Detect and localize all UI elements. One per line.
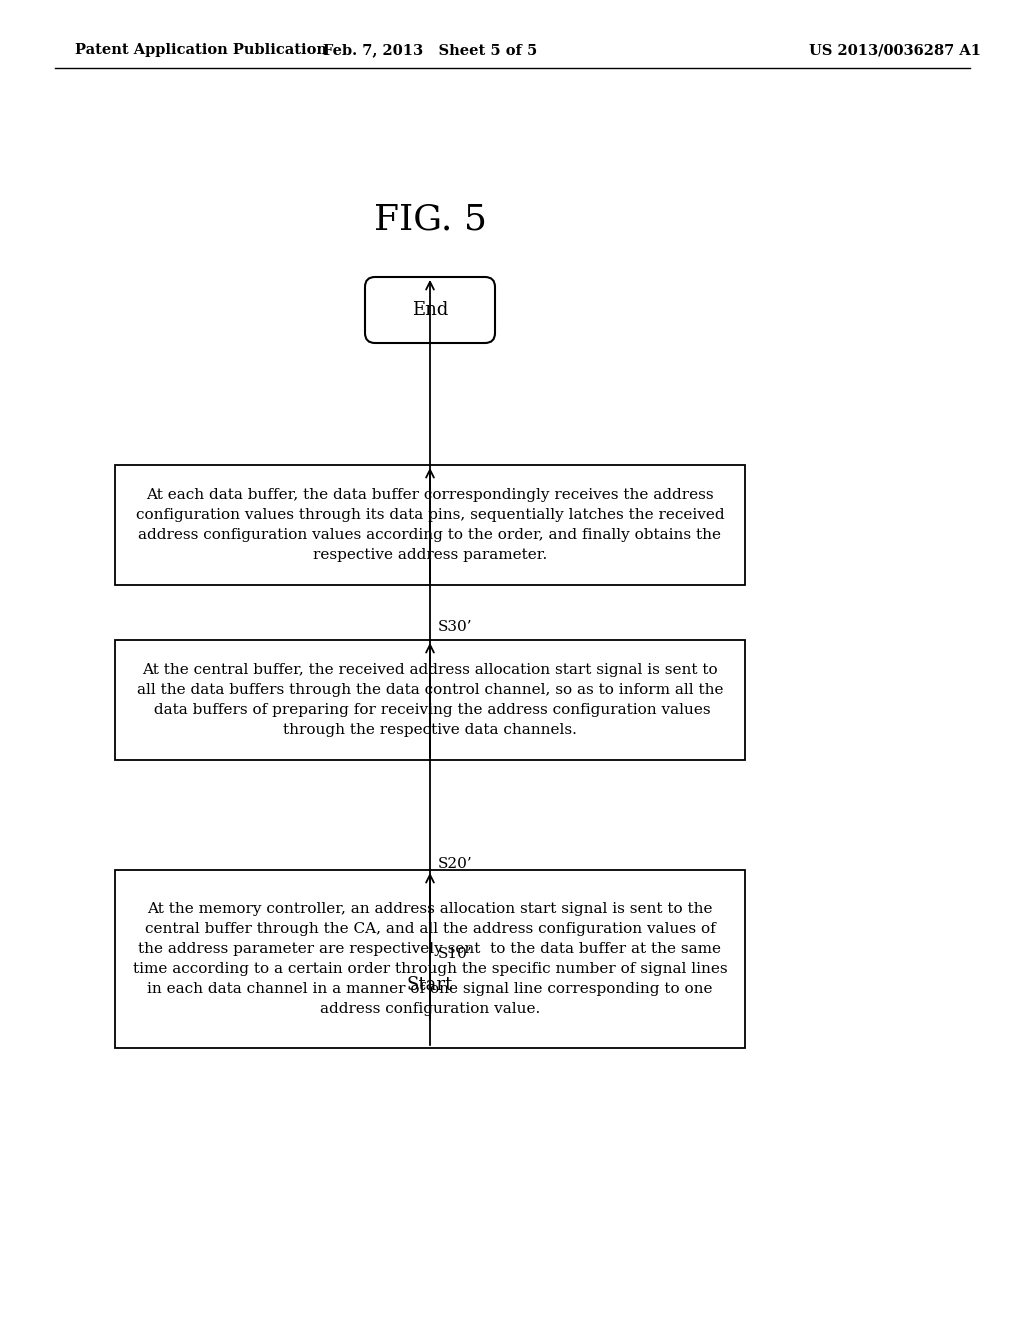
Text: End: End bbox=[412, 301, 449, 319]
FancyBboxPatch shape bbox=[115, 640, 745, 760]
Text: S30’: S30’ bbox=[438, 620, 473, 634]
Text: S10’: S10’ bbox=[438, 946, 473, 961]
Text: Start: Start bbox=[407, 975, 454, 994]
FancyBboxPatch shape bbox=[115, 870, 745, 1048]
Text: US 2013/0036287 A1: US 2013/0036287 A1 bbox=[809, 44, 981, 57]
Text: At the memory controller, an address allocation start signal is sent to the
cent: At the memory controller, an address all… bbox=[133, 902, 727, 1016]
Text: Patent Application Publication: Patent Application Publication bbox=[75, 44, 327, 57]
Text: FIG. 5: FIG. 5 bbox=[374, 203, 486, 238]
FancyBboxPatch shape bbox=[115, 465, 745, 585]
Text: At the central buffer, the received address allocation start signal is sent to
a: At the central buffer, the received addr… bbox=[137, 663, 723, 737]
FancyBboxPatch shape bbox=[353, 948, 507, 1022]
Text: Feb. 7, 2013   Sheet 5 of 5: Feb. 7, 2013 Sheet 5 of 5 bbox=[323, 44, 538, 57]
Text: S20’: S20’ bbox=[438, 858, 473, 871]
Text: At each data buffer, the data buffer correspondingly receives the address
config: At each data buffer, the data buffer cor… bbox=[136, 488, 724, 562]
FancyBboxPatch shape bbox=[365, 277, 495, 343]
